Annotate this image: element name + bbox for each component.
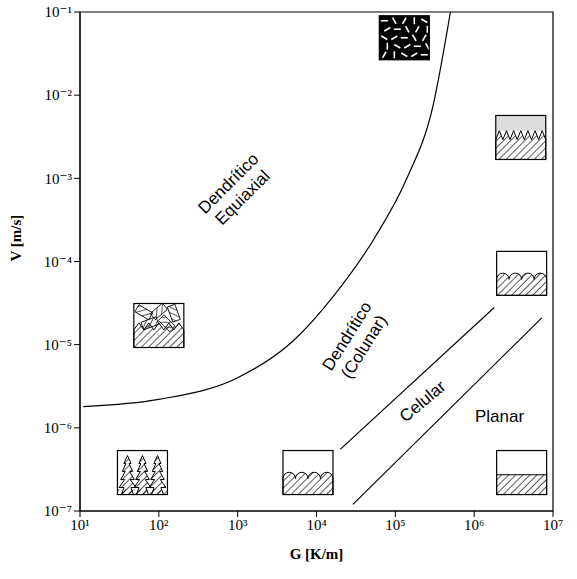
svg-text:V [m/s]: V [m/s] bbox=[8, 215, 24, 262]
svg-text:10⁻⁶: 10⁻⁶ bbox=[44, 420, 72, 436]
svg-text:Celular: Celular bbox=[396, 376, 450, 425]
svg-text:10⁻⁴: 10⁻⁴ bbox=[44, 254, 72, 270]
svg-text:10⁶: 10⁶ bbox=[464, 517, 484, 533]
svg-text:10²: 10² bbox=[149, 517, 169, 533]
svg-text:10⁵: 10⁵ bbox=[385, 517, 405, 533]
svg-text:10³: 10³ bbox=[228, 517, 248, 533]
svg-text:Planar: Planar bbox=[475, 406, 524, 425]
svg-text:10⁻⁷: 10⁻⁷ bbox=[44, 503, 72, 519]
svg-text:10⁴: 10⁴ bbox=[306, 517, 326, 533]
svg-text:10¹: 10¹ bbox=[70, 517, 90, 533]
svg-text:10⁻³: 10⁻³ bbox=[45, 171, 73, 187]
svg-text:10⁻⁵: 10⁻⁵ bbox=[44, 337, 72, 353]
svg-text:Dendrítico(Colunar): Dendrítico(Colunar) bbox=[318, 298, 392, 384]
svg-text:DendríticoEquiaxial: DendríticoEquiaxial bbox=[194, 149, 276, 231]
svg-text:10⁷: 10⁷ bbox=[543, 517, 563, 533]
svg-text:10⁻¹: 10⁻¹ bbox=[45, 4, 72, 20]
svg-text:10⁻²: 10⁻² bbox=[45, 87, 73, 103]
svg-text:G [K/m]: G [K/m] bbox=[290, 546, 344, 562]
